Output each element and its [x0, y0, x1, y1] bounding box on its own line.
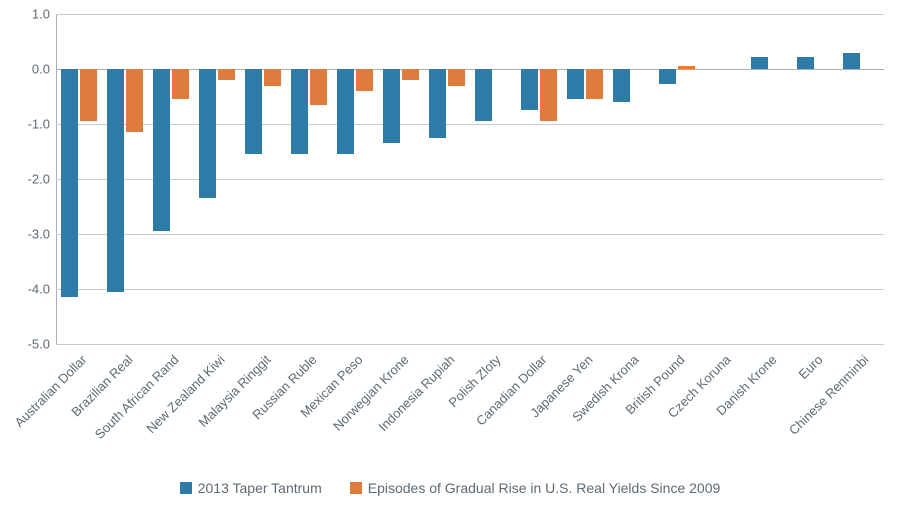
gridline: [56, 344, 884, 345]
legend-swatch: [180, 482, 192, 494]
bar-taper: [751, 57, 769, 69]
bar-taper: [567, 69, 585, 99]
x-tick-label: New Zealand Kiwi: [143, 352, 227, 436]
y-tick-label: -4.0: [28, 282, 56, 297]
bar-gradual: [80, 69, 98, 121]
bar-gradual: [402, 69, 420, 80]
bar-taper: [429, 69, 447, 138]
gridline: [56, 179, 884, 180]
bar-gradual: [356, 69, 374, 91]
bar-taper: [61, 69, 79, 297]
y-tick-label: 1.0: [32, 7, 56, 22]
bar-taper: [291, 69, 309, 154]
legend-item: 2013 Taper Tantrum: [180, 480, 322, 496]
bar-gradual: [448, 69, 466, 86]
bar-gradual: [678, 66, 696, 69]
y-tick-label: -1.0: [28, 117, 56, 132]
legend-label: 2013 Taper Tantrum: [198, 480, 322, 496]
gridline: [56, 289, 884, 290]
x-tick-label: South African Rand: [92, 352, 182, 442]
bar-taper: [659, 69, 677, 84]
gridline: [56, 14, 884, 15]
bar-taper: [475, 69, 493, 121]
bar-taper: [337, 69, 355, 154]
bar-gradual: [126, 69, 144, 132]
bar-gradual: [264, 69, 282, 86]
currency-returns-chart: 1.00.0-1.0-2.0-3.0-4.0-5.0Australian Dol…: [0, 0, 900, 508]
legend: 2013 Taper Tantrum Episodes of Gradual Ri…: [150, 480, 750, 496]
bar-taper: [245, 69, 263, 154]
bar-taper: [843, 53, 861, 70]
plot-area: 1.00.0-1.0-2.0-3.0-4.0-5.0Australian Dol…: [56, 14, 884, 344]
gridline: [56, 234, 884, 235]
legend-swatch: [350, 482, 362, 494]
bar-taper: [199, 69, 217, 198]
bar-gradual: [310, 69, 328, 105]
legend-item: Episodes of Gradual Rise in U.S. Real Yi…: [350, 480, 721, 496]
bar-taper: [153, 69, 171, 231]
bar-gradual: [540, 69, 558, 121]
y-tick-label: -2.0: [28, 172, 56, 187]
bar-gradual: [172, 69, 190, 99]
x-tick-label: Euro: [796, 352, 826, 382]
bar-taper: [521, 69, 539, 110]
x-tick-label: Chinese Renminbi: [786, 352, 872, 438]
bar-gradual: [218, 69, 236, 80]
bar-gradual: [586, 69, 604, 99]
bar-taper: [107, 69, 125, 292]
gridline: [56, 124, 884, 125]
bar-taper: [797, 57, 815, 69]
bar-taper: [613, 69, 631, 102]
legend-label: Episodes of Gradual Rise in U.S. Real Yi…: [368, 480, 721, 496]
bar-taper: [383, 69, 401, 143]
y-tick-label: 0.0: [32, 62, 56, 77]
y-tick-label: -3.0: [28, 227, 56, 242]
y-tick-label: -5.0: [28, 337, 56, 352]
